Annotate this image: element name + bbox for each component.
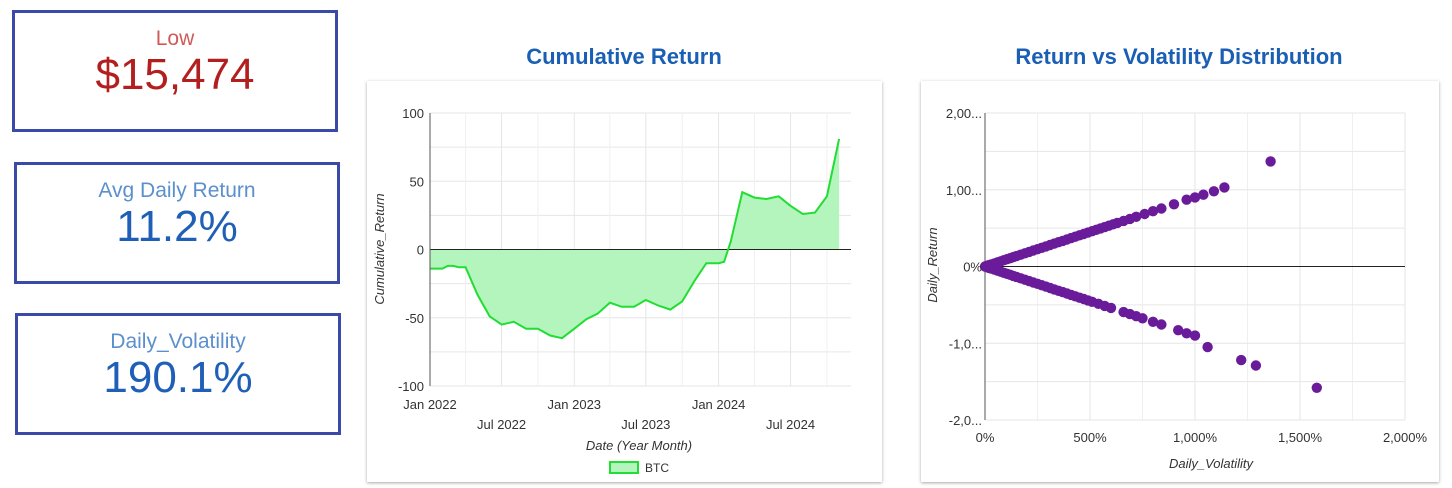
y-tick-label: 50 [410, 174, 424, 189]
scatter-point [1189, 192, 1201, 203]
scatter-x-tick-label: 500% [1073, 430, 1107, 445]
kpi-card-low: Low $15,474 [12, 10, 338, 132]
kpi-value-avg-daily-return: 11.2% [116, 202, 238, 251]
scatter-title: Return vs Volatility Distribution [1015, 44, 1343, 69]
scatter-x-tick-label: 1,500% [1278, 430, 1323, 445]
scatter-points [979, 156, 1322, 393]
scatter-point [1147, 316, 1159, 327]
legend[interactable]: BTC [609, 461, 669, 475]
kpi-label-daily-volatility: Daily_Volatility [110, 330, 246, 353]
btc-line [430, 138, 841, 340]
legend-swatch-btc [609, 461, 639, 474]
scatter-point [1131, 211, 1142, 222]
y-axis-label: Cumulative_Return [372, 193, 387, 304]
scatter-point [1137, 313, 1148, 324]
scatter-point [1105, 302, 1117, 314]
y-tick-label: -100 [398, 379, 424, 394]
scatter-y-tick-label: 0% [963, 260, 982, 275]
scatter-x-tick-label: 2,000% [1383, 430, 1428, 445]
scatter-point [1250, 360, 1262, 371]
x-tick-label: Jan 2024 [692, 397, 746, 412]
scatter-point [1208, 186, 1220, 197]
kpi-card-daily-volatility: Daily_Volatility 190.1% [15, 313, 341, 435]
x-tick-label: Jul 2023 [621, 417, 670, 432]
cumulative-return-title: Cumulative Return [526, 44, 722, 69]
scatter-point [1236, 354, 1247, 366]
scatter-y-axis-label: Daily_Return [925, 227, 940, 302]
scatter-y-tick-label: 1,00... [946, 183, 982, 198]
y-tick-label: 0 [417, 243, 424, 258]
kpi-value-low: $15,474 [95, 50, 255, 99]
btc-area [430, 138, 840, 339]
scatter-y-tick-label: -2,0... [949, 413, 982, 428]
scatter-x-axis-label: Daily_Volatility [1169, 456, 1255, 471]
cumulative-return-svg: 100 50 0 -50 -100 Jan 2022 Jan 2023 Jan 2024 Ju… [372, 106, 851, 475]
scatter-svg: 2,00... 1,00... 0% -1,0... -2,0... 0% 500% 1,0… [925, 106, 1428, 471]
scatter-point [1202, 341, 1213, 353]
x-axis-label: Date (Year Month) [586, 438, 692, 453]
legend-label-btc: BTC [645, 461, 669, 475]
scatter-point [1219, 182, 1230, 193]
scatter-y-tick-labels: 2,00... 1,00... 0% -1,0... -2,0... [946, 106, 983, 428]
scatter-point [1168, 199, 1180, 210]
scatter-x-tick-label: 0% [976, 430, 995, 445]
x-tick-label: Jan 2022 [403, 397, 457, 412]
y-tick-label: -50 [405, 311, 424, 326]
kpi-label-avg-daily-return: Avg Daily Return [98, 179, 256, 202]
scatter-point [1181, 328, 1192, 339]
x-tick-label: Jul 2022 [477, 417, 526, 432]
scatter-point [1173, 325, 1184, 336]
scatter-point [1147, 206, 1159, 217]
scatter-point [1156, 319, 1167, 330]
scatter-point [1198, 189, 1209, 200]
scatter-point [1181, 194, 1192, 205]
x-tick-labels: Jan 2022 Jan 2023 Jan 2024 Jul 2022 Jul 2023… [403, 397, 815, 432]
y-tick-labels: 100 50 0 -50 -100 [398, 106, 424, 394]
scatter-y-tick-label: 2,00... [946, 106, 982, 121]
scatter-point [1265, 156, 1276, 167]
kpi-value-daily-volatility: 190.1% [103, 353, 253, 402]
scatter-point [1156, 203, 1167, 214]
x-tick-label: Jan 2023 [548, 397, 602, 412]
scatter-y-tick-label: -1,0... [949, 336, 982, 351]
return-vs-volatility-chart: 2,00... 1,00... 0% -1,0... -2,0... 0% 500% 1,0… [921, 81, 1439, 482]
scatter-point [1139, 208, 1150, 220]
cumulative-return-chart: 100 50 0 -50 -100 Jan 2022 Jan 2023 Jan 2024 Ju… [367, 81, 882, 482]
scatter-x-tick-labels: 0% 500% 1,000% 1,500% 2,000% [976, 430, 1428, 445]
scatter-point [1311, 382, 1322, 393]
scatter-point [1189, 330, 1201, 341]
scatter-x-tick-label: 1,000% [1173, 430, 1218, 445]
y-tick-label: 100 [402, 106, 424, 121]
x-tick-label: Jul 2024 [766, 417, 815, 432]
kpi-label-low: Low [155, 27, 195, 50]
kpi-card-avg-daily-return: Avg Daily Return 11.2% [14, 162, 340, 284]
